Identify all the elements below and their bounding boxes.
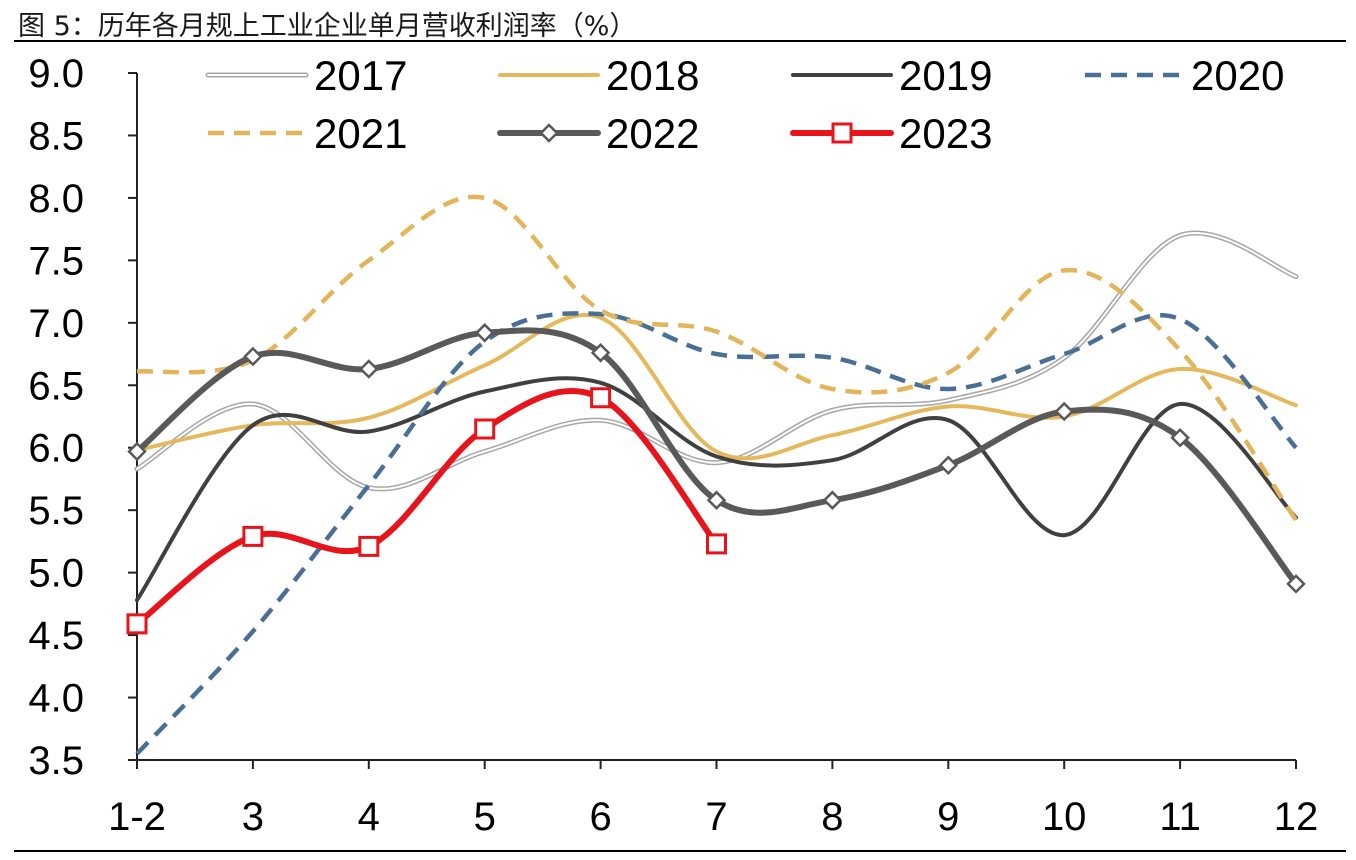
y-tick-label: 4.0 [28,677,84,721]
legend-item-2021: 2021 [208,110,407,157]
data-point-2022-12 [1286,574,1306,594]
y-tick-label: 6.0 [28,427,84,471]
legend-item-2023: 2023 [790,110,992,157]
legend-item-2018: 2018 [498,52,699,99]
legend-item-2022: 2022 [497,110,699,157]
data-point-2022-8 [822,490,843,510]
series-2017 [134,230,1299,492]
series-2019 [135,376,1298,603]
legend-label-2021: 2021 [314,110,407,157]
series-2018 [135,313,1298,461]
legend-label-2022: 2022 [606,110,699,157]
series-line-2021 [136,194,1298,522]
legend-label-2018: 2018 [606,52,699,99]
y-tick-label: 5.5 [28,489,84,533]
legend-marker-2023 [831,122,853,144]
x-tick-label: 12 [1274,795,1319,839]
x-tick-label: 7 [705,795,727,839]
x-tick-label: 5 [474,795,496,839]
data-point-2022-1-2 [127,441,147,462]
data-point-2022-5 [474,323,495,343]
legend-label-2017: 2017 [314,52,407,99]
legend-label-2023: 2023 [899,110,992,157]
legend-item-2019: 2019 [791,52,992,99]
data-point-2023-7 [706,533,727,555]
y-tick-label: 5.0 [28,552,84,596]
x-tick-label: 6 [589,795,611,839]
series-line-inner-2017 [136,232,1297,490]
axes [128,72,1297,769]
x-tick-label: 8 [821,795,843,839]
y-tick-label: 7.5 [28,239,84,283]
x-tick-label: 4 [358,795,380,839]
data-point-2022-11 [1170,427,1190,448]
x-tick-label: 10 [1042,795,1087,839]
data-point-2023-6 [590,387,612,409]
top-rule [14,40,1346,42]
data-point-2022-9 [938,455,959,475]
data-point-2022-10 [1054,401,1074,422]
data-point-2023-4 [358,535,380,557]
data-point-2022-6 [590,343,611,363]
legend-label-2019: 2019 [899,52,992,99]
y-tick-label: 6.5 [28,364,84,408]
legend-item-2020: 2020 [1085,52,1284,99]
y-tick-labels: 9.0 8.5 8.0 7.5 7.0 6.5 6.0 5.5 5.0 4.5 4.0 3.5 [28,52,84,783]
data-point-2022-7 [706,490,727,510]
legend-label-2020: 2020 [1191,52,1284,99]
y-tick-label: 3.5 [28,739,84,783]
y-tick-label: 9.0 [28,52,84,96]
data-point-2022-4 [359,359,379,379]
data-point-2023-1-2 [126,613,148,635]
series-2022 [127,323,1306,594]
legend-item-2017: 2017 [205,52,407,99]
series-layer [126,194,1306,756]
y-tick-label: 4.5 [28,614,84,658]
series-2023 [126,387,727,635]
legend: 2017 2018 2019 2020 2021 2022 2023 [205,52,1284,157]
data-point-2022-3 [243,346,263,367]
legend-marker-2022 [539,123,559,143]
series-line-2018 [135,313,1298,461]
data-point-2023-3 [242,525,264,547]
y-tick-label: 8.5 [28,114,84,158]
series-2021 [136,194,1298,522]
x-tick-label: 11 [1159,795,1201,839]
series-line-2023 [134,387,720,627]
bottom-rule [14,850,1346,852]
series-line-2019 [135,376,1298,603]
data-point-2023-5 [474,418,496,440]
x-tick-label: 9 [937,795,959,839]
x-tick-labels: 1-2 3 4 5 6 7 8 9 10 11 12 [108,795,1318,839]
y-tick-label: 8.0 [28,177,84,221]
x-tick-label: 3 [242,795,264,839]
y-tick-label: 7.0 [28,302,84,346]
x-tick-label: 1-2 [108,795,166,839]
chart-title: 图 5：历年各月规上工业企业单月营收利润率（%） [18,11,637,42]
